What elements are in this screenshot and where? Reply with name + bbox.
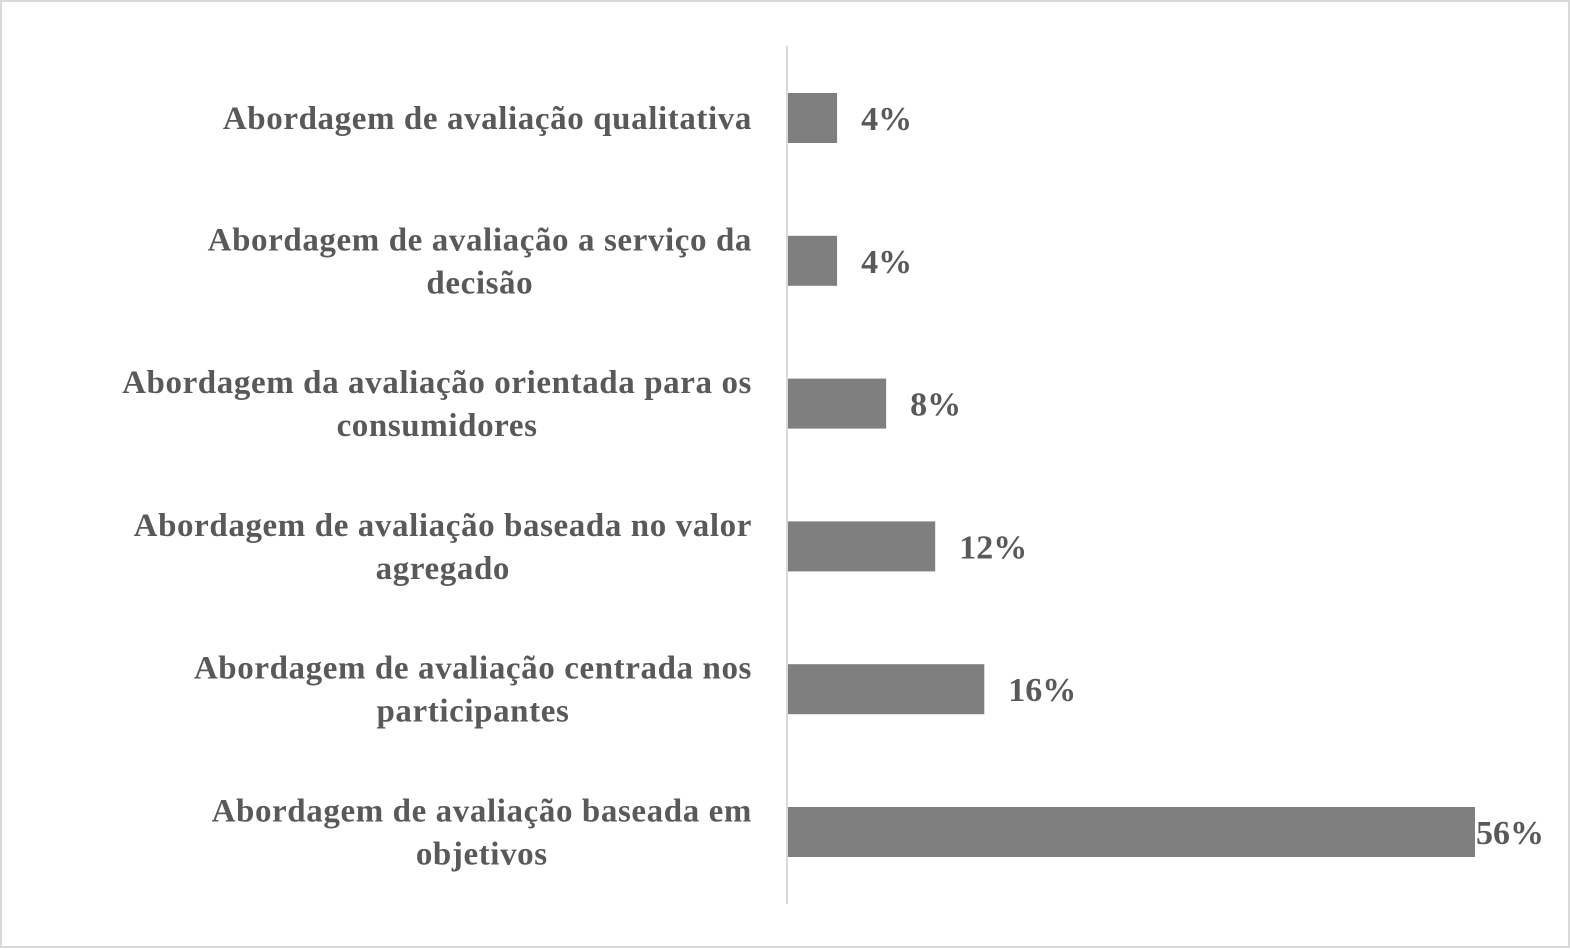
category-label-line: Abordagem de avaliação baseada no valor (134, 508, 752, 544)
category-label-5: Abordagem de avaliação centrada nos parti… (194, 651, 752, 730)
category-label-3: Abordagem da avaliação orientada para os… (122, 365, 752, 444)
category-label-line: Abordagem da avaliação orientada para os (122, 365, 752, 401)
category-label-1: Abordagem de avaliação qualitativa (223, 101, 752, 137)
category-label-line: decisão (426, 265, 533, 301)
value-labels-group: 4% 4% 8% 12% 16% 56% (861, 101, 1544, 852)
category-label-line: agregado (376, 551, 510, 587)
value-label-4: 12% (959, 529, 1027, 566)
value-label-2: 4% (861, 244, 912, 281)
value-label-3: 8% (910, 387, 961, 424)
bar-5 (788, 664, 985, 715)
bar-3 (788, 378, 887, 429)
category-labels-group: Abordagem de avaliação qualitativa Aborda… (122, 101, 752, 873)
bar-6 (788, 807, 1475, 857)
category-label-line: participantes (376, 694, 569, 730)
category-label-2: Abordagem de avaliação a serviço da decis… (208, 222, 752, 301)
bar-1 (788, 93, 838, 143)
bar-4 (788, 521, 936, 572)
category-label-line: Abordagem de avaliação centrada nos (194, 651, 752, 687)
category-label-line: Abordagem de avaliação qualitativa (223, 101, 752, 137)
category-label-line: Abordagem de avaliação baseada em (212, 794, 752, 830)
value-label-1: 4% (861, 101, 912, 138)
category-label-6: Abordagem de avaliação baseada em objetiv… (212, 794, 752, 873)
value-label-5: 16% (1008, 672, 1076, 709)
bars-group (788, 93, 1475, 857)
bar-2 (788, 235, 838, 286)
category-label-line: Abordagem de avaliação a serviço da (208, 222, 752, 258)
category-label-line: objetivos (416, 837, 548, 873)
category-label-4: Abordagem de avaliação baseada no valor a… (134, 508, 752, 587)
category-label-line: consumidores (337, 408, 538, 444)
value-label-6: 56% (1476, 815, 1544, 852)
